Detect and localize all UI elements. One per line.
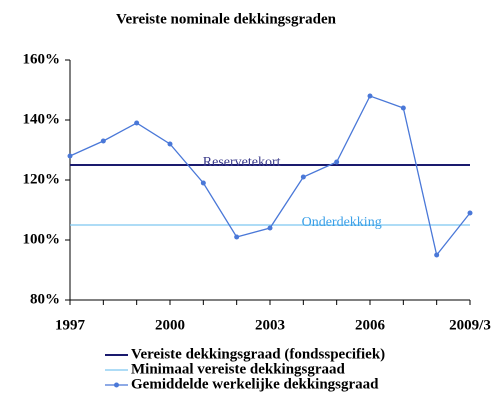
point xyxy=(167,141,173,147)
y-tick-label: 120% xyxy=(23,171,61,187)
x-tick-label: 2009/3 xyxy=(449,317,491,333)
point xyxy=(434,252,440,258)
annotation: Reservetekort xyxy=(203,155,281,170)
point xyxy=(234,234,240,240)
point xyxy=(200,180,206,186)
point xyxy=(367,93,373,99)
x-tick-label: 2000 xyxy=(155,317,185,333)
y-tick-label: 140% xyxy=(23,111,61,127)
x-tick-label: 2006 xyxy=(355,317,386,333)
point xyxy=(67,153,73,159)
point xyxy=(300,174,306,180)
legend-marker xyxy=(114,382,119,388)
point xyxy=(467,210,473,216)
chart-title: Vereiste nominale dekkingsgraden xyxy=(116,11,337,27)
legend-label: Vereiste dekkingsgraad (fondsspecifiek) xyxy=(131,346,385,362)
y-tick-label: 160% xyxy=(23,51,61,67)
point xyxy=(400,105,406,111)
annotation: Onderdekking xyxy=(302,215,382,230)
point xyxy=(100,138,106,144)
point xyxy=(334,159,340,165)
series-line xyxy=(69,95,471,257)
y-tick-label: 100% xyxy=(23,231,61,247)
legend-label: Minimaal vereiste dekkingsgraad xyxy=(131,361,346,377)
x-tick-label: 2003 xyxy=(255,317,285,333)
point xyxy=(134,120,140,126)
x-tick-label: 1997 xyxy=(55,317,86,333)
point xyxy=(267,225,273,231)
y-tick-label: 80% xyxy=(30,291,60,307)
legend-label: Gemiddelde werkelijke dekkingsgraad xyxy=(131,376,379,392)
